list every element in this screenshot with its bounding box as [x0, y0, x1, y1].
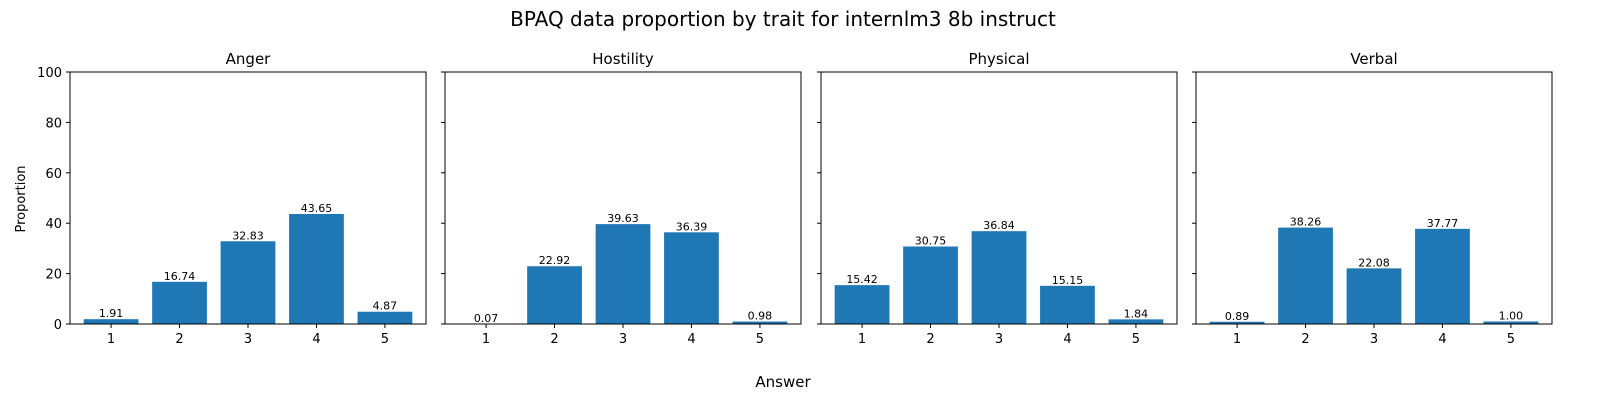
bar: [1040, 286, 1095, 324]
bar: [1278, 228, 1333, 324]
bar-value-label: 15.42: [846, 273, 878, 286]
y-tick-label: 0: [54, 318, 62, 333]
bar-value-label: 0.89: [1225, 310, 1250, 323]
bar: [1415, 229, 1470, 324]
x-tick-label: 1: [1233, 332, 1241, 347]
x-tick-label: 5: [381, 332, 389, 347]
x-tick-label: 5: [756, 332, 764, 347]
x-tick-label: 5: [1507, 332, 1515, 347]
panel-title: Physical: [968, 50, 1029, 68]
x-tick-label: 1: [107, 332, 115, 347]
y-axis-label: Proportion: [14, 165, 29, 232]
y-tick-label: 80: [45, 116, 62, 131]
x-tick-label: 1: [482, 332, 490, 347]
bar-value-label: 0.07: [474, 312, 499, 325]
x-tick-label: 2: [926, 332, 934, 347]
x-tick-label: 2: [175, 332, 183, 347]
bar-value-label: 39.63: [607, 212, 639, 225]
bar-value-label: 36.84: [983, 219, 1015, 232]
bar-value-label: 22.92: [539, 254, 571, 267]
x-tick-label: 2: [1301, 332, 1309, 347]
y-tick-label: 20: [45, 268, 62, 283]
panel-title: Verbal: [1350, 50, 1397, 68]
bar-value-label: 37.77: [1427, 217, 1459, 230]
panel-anger: Anger 1.91 1 16.74 2 32.83 3 43.65 4 4.87 5 0 20 40 60…: [37, 50, 426, 347]
y-tick-label: 100: [37, 66, 62, 81]
x-axis-label: Answer: [755, 373, 811, 391]
panel-hostility: Hostility 0.07 1 22.92 2 39.63 3 36.39 4 0.98 5: [441, 50, 801, 347]
panel-physical: Physical 15.42 1 30.75 2 36.84 3 15.15 4 1.84 5: [817, 50, 1177, 347]
x-tick-label: 3: [995, 332, 1003, 347]
x-tick-label: 4: [1438, 332, 1446, 347]
bar-value-label: 4.87: [373, 300, 398, 313]
y-tick-label: 60: [45, 167, 62, 182]
bar-value-label: 22.08: [1358, 256, 1390, 269]
y-tick-label: 40: [45, 217, 62, 232]
bar-value-label: 0.98: [748, 310, 773, 323]
bar-value-label: 1.84: [1124, 307, 1149, 320]
bar-value-label: 36.39: [676, 220, 708, 233]
bar-value-label: 38.26: [1290, 216, 1322, 229]
bar-value-label: 32.83: [232, 229, 264, 242]
x-tick-label: 4: [687, 332, 695, 347]
x-tick-label: 2: [550, 332, 558, 347]
figure-title: BPAQ data proportion by trait for intern…: [510, 7, 1056, 31]
bar-value-label: 43.65: [301, 202, 333, 215]
bar-value-label: 1.91: [99, 307, 124, 320]
bar: [358, 312, 413, 324]
bar: [221, 241, 276, 324]
bar: [903, 247, 958, 324]
x-tick-label: 1: [858, 332, 866, 347]
bar: [664, 232, 719, 324]
panel-verbal: Verbal 0.89 1 38.26 2 22.08 3 37.77 4 1.00 5: [1192, 50, 1552, 347]
bar-value-label: 1.00: [1499, 309, 1524, 322]
bar-value-label: 30.75: [915, 235, 947, 248]
panels-group: Anger 1.91 1 16.74 2 32.83 3 43.65 4 4.87 5 0 20 40 60…: [37, 50, 1552, 347]
bar-value-label: 16.74: [164, 270, 196, 283]
x-tick-label: 3: [1370, 332, 1378, 347]
bar: [835, 285, 890, 324]
x-tick-label: 3: [619, 332, 627, 347]
bar: [289, 214, 344, 324]
x-tick-label: 5: [1132, 332, 1140, 347]
bar: [1347, 268, 1402, 324]
x-tick-label: 4: [312, 332, 320, 347]
bar: [152, 282, 207, 324]
x-tick-label: 3: [244, 332, 252, 347]
bar-value-label: 15.15: [1052, 274, 1084, 287]
panel-title: Hostility: [592, 50, 654, 68]
bar: [972, 231, 1027, 324]
bar: [596, 224, 651, 324]
panel-title: Anger: [226, 50, 272, 68]
x-tick-label: 4: [1063, 332, 1071, 347]
bar: [527, 266, 582, 324]
